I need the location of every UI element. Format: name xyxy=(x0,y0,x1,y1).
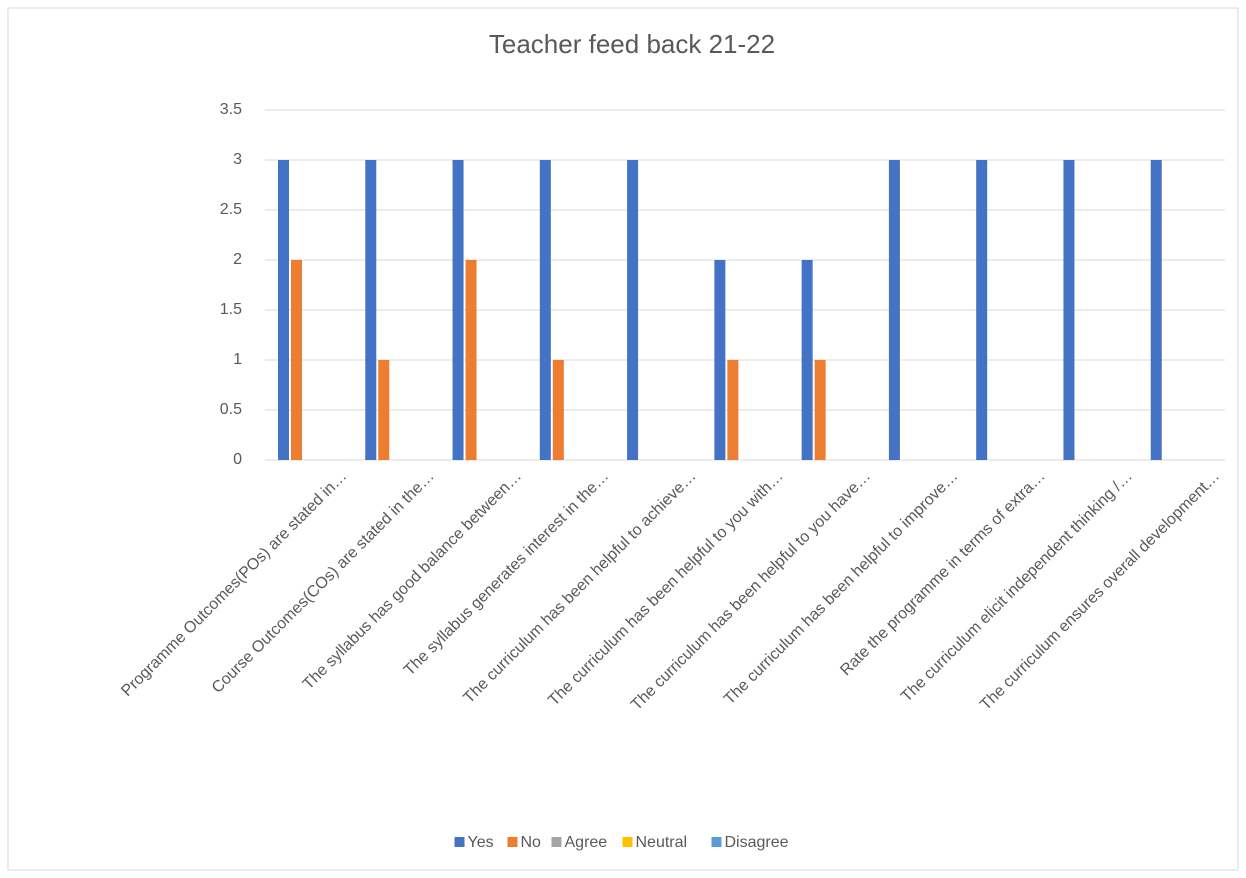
y-tick-label: 1 xyxy=(233,351,242,368)
bar xyxy=(814,360,826,460)
bar xyxy=(552,360,564,460)
legend-swatch xyxy=(454,837,465,847)
legend-swatch xyxy=(711,837,722,847)
legend-swatch xyxy=(622,837,633,847)
legend-label: Disagree xyxy=(725,834,789,851)
y-tick-label: 1.5 xyxy=(220,301,242,318)
bar xyxy=(1150,160,1162,460)
y-tick-label: 2 xyxy=(233,251,242,268)
legend-swatch xyxy=(507,837,518,847)
chart-frame xyxy=(7,7,1239,871)
bar xyxy=(801,260,813,460)
bar xyxy=(278,160,289,460)
bar xyxy=(888,160,900,460)
bar xyxy=(727,360,739,460)
bar xyxy=(291,260,302,460)
y-tick-label: 3.5 xyxy=(220,101,242,118)
y-tick-label: 0.5 xyxy=(220,401,242,418)
chart-title: Teacher feed back 21-22 xyxy=(489,29,775,59)
legend-label: No xyxy=(521,834,542,851)
bar xyxy=(714,260,726,460)
y-tick-label: 0 xyxy=(233,451,242,468)
y-tick-label: 3 xyxy=(233,151,242,168)
legend-swatch xyxy=(551,837,562,847)
bar xyxy=(1063,160,1075,460)
bar xyxy=(365,160,377,460)
bar xyxy=(378,360,390,460)
y-tick-label: 2.5 xyxy=(220,201,242,218)
legend-label: Agree xyxy=(565,834,608,851)
bar xyxy=(627,160,639,460)
bar xyxy=(976,160,988,460)
bar xyxy=(539,160,551,460)
legend-label: Yes xyxy=(468,834,494,851)
bar xyxy=(452,160,464,460)
legend-label: Neutral xyxy=(636,834,688,851)
bar xyxy=(465,260,477,460)
